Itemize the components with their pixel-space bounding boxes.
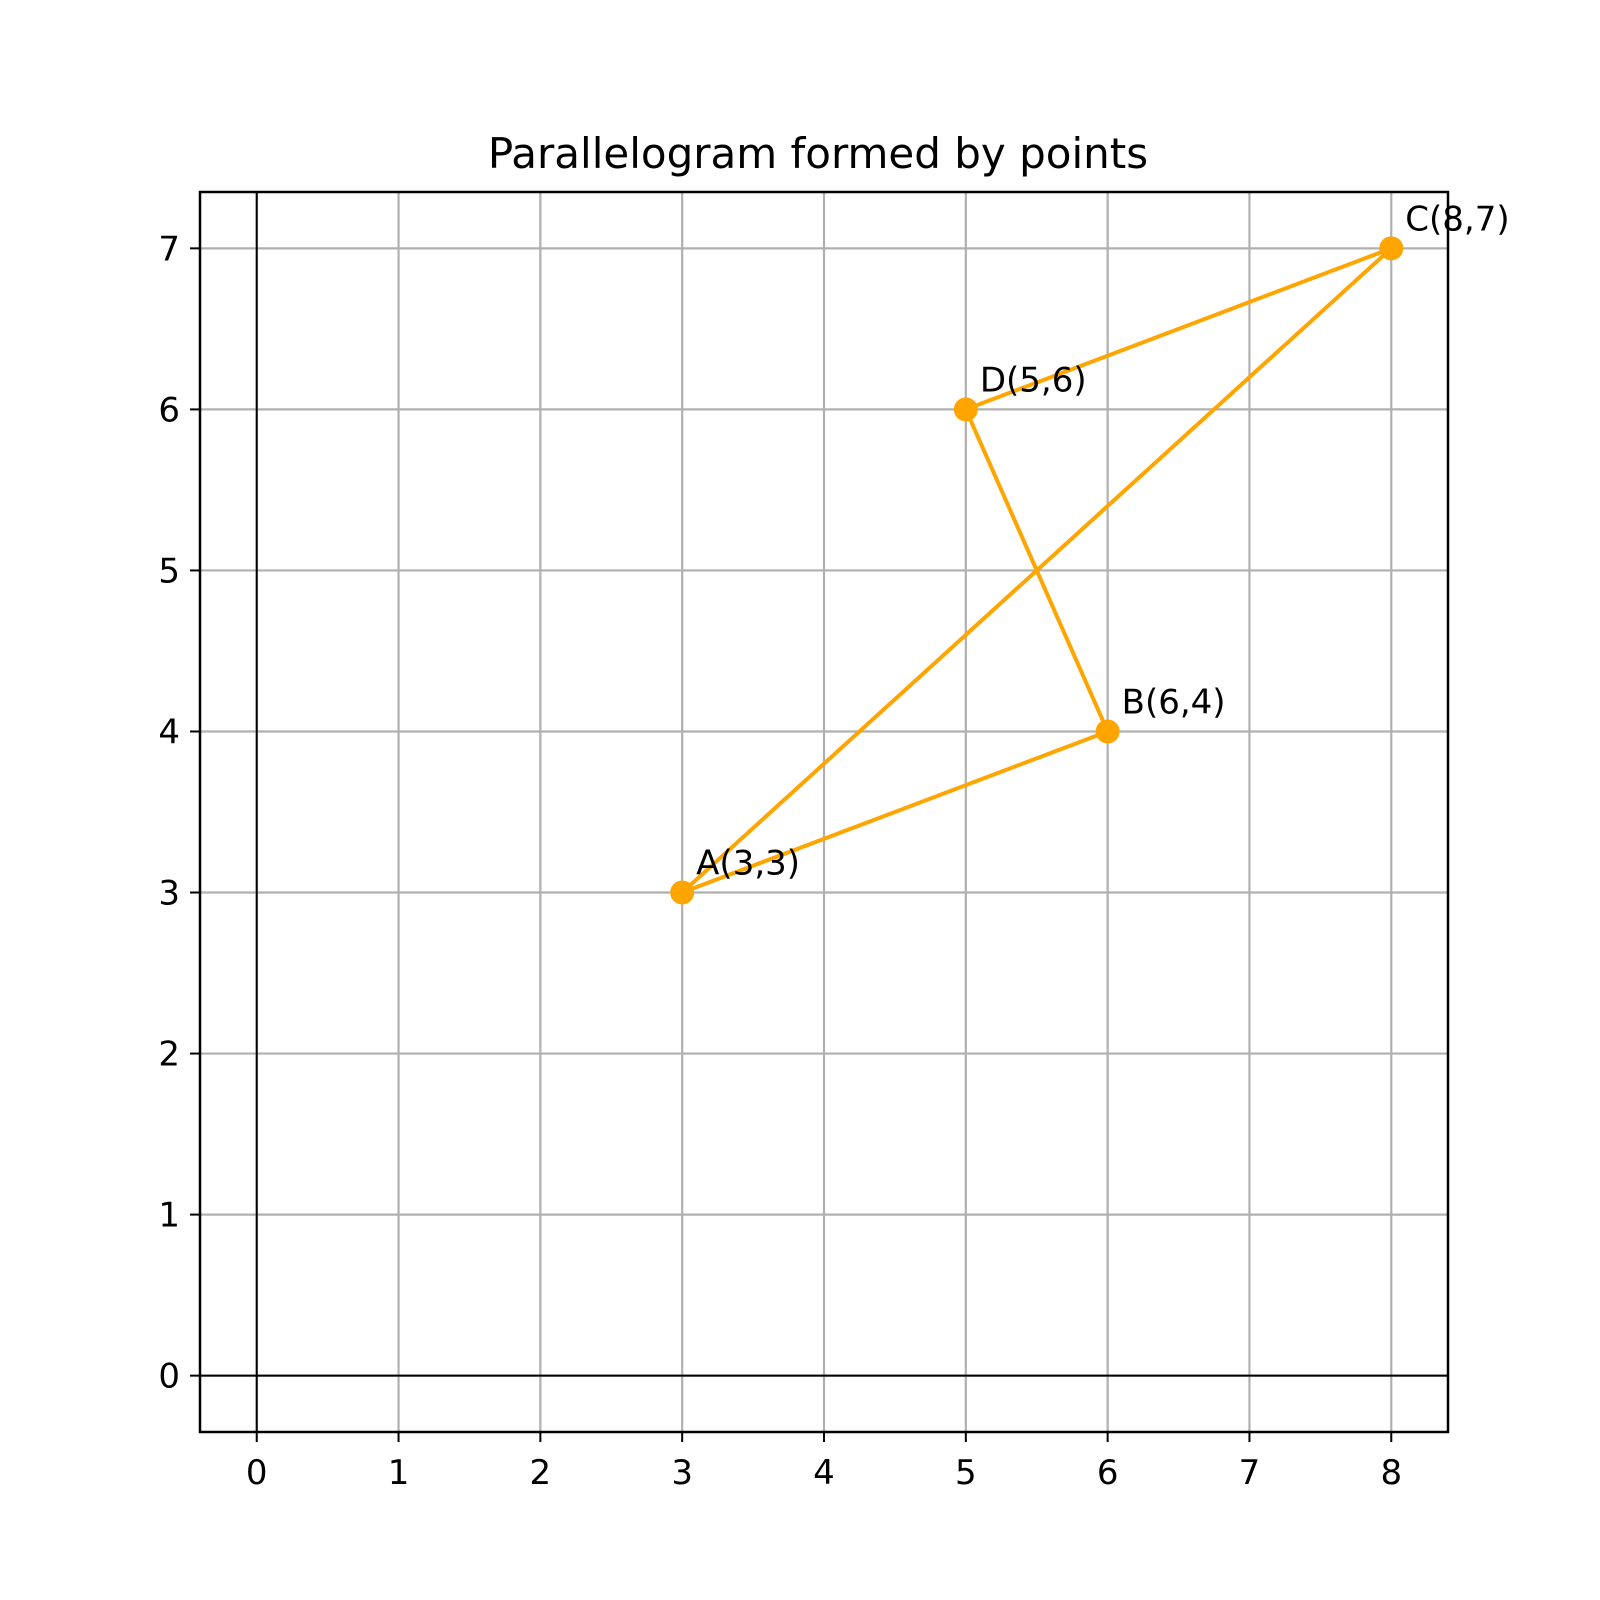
x-tick-label: 6 [1097,1453,1119,1493]
x-tick-label: 3 [671,1453,693,1493]
x-tick-label: 5 [955,1453,977,1493]
x-tick-label: 1 [388,1453,410,1493]
x-tick-label: 8 [1380,1453,1402,1493]
point-label: C(8,7) [1405,199,1509,239]
y-tick-label: 4 [158,712,180,752]
y-tick-label: 0 [158,1357,180,1397]
y-tick-label: 5 [158,551,180,591]
plot-frame [198,190,1450,1434]
point-marker [953,397,978,422]
x-tick-label: 2 [530,1453,552,1493]
x-tick-label: 4 [813,1453,835,1493]
point-marker [1095,719,1120,744]
series [670,236,1404,905]
point-label: A(3,3) [696,844,800,884]
x-tick-label: 0 [246,1453,268,1493]
y-tick-label: 6 [158,390,180,430]
point-marker [1379,236,1404,261]
point-label: B(6,4) [1122,682,1226,722]
point-label: D(5,6) [980,360,1087,400]
chart-title: Parallelogram formed by points [488,129,1148,178]
point-labels: A(3,3) B(6,4) C(8,7) D(5,6) [696,199,1509,883]
y-tick-label: 2 [158,1035,180,1075]
point-marker [670,880,695,905]
y-tick-label: 3 [158,874,180,914]
x-tick-label: 7 [1239,1453,1261,1493]
y-tick-label: 7 [158,229,180,269]
axes: 0 1 2 3 4 5 6 7 8 0 1 2 3 4 5 6 7 [158,192,1448,1493]
y-tick-label: 1 [158,1196,180,1236]
